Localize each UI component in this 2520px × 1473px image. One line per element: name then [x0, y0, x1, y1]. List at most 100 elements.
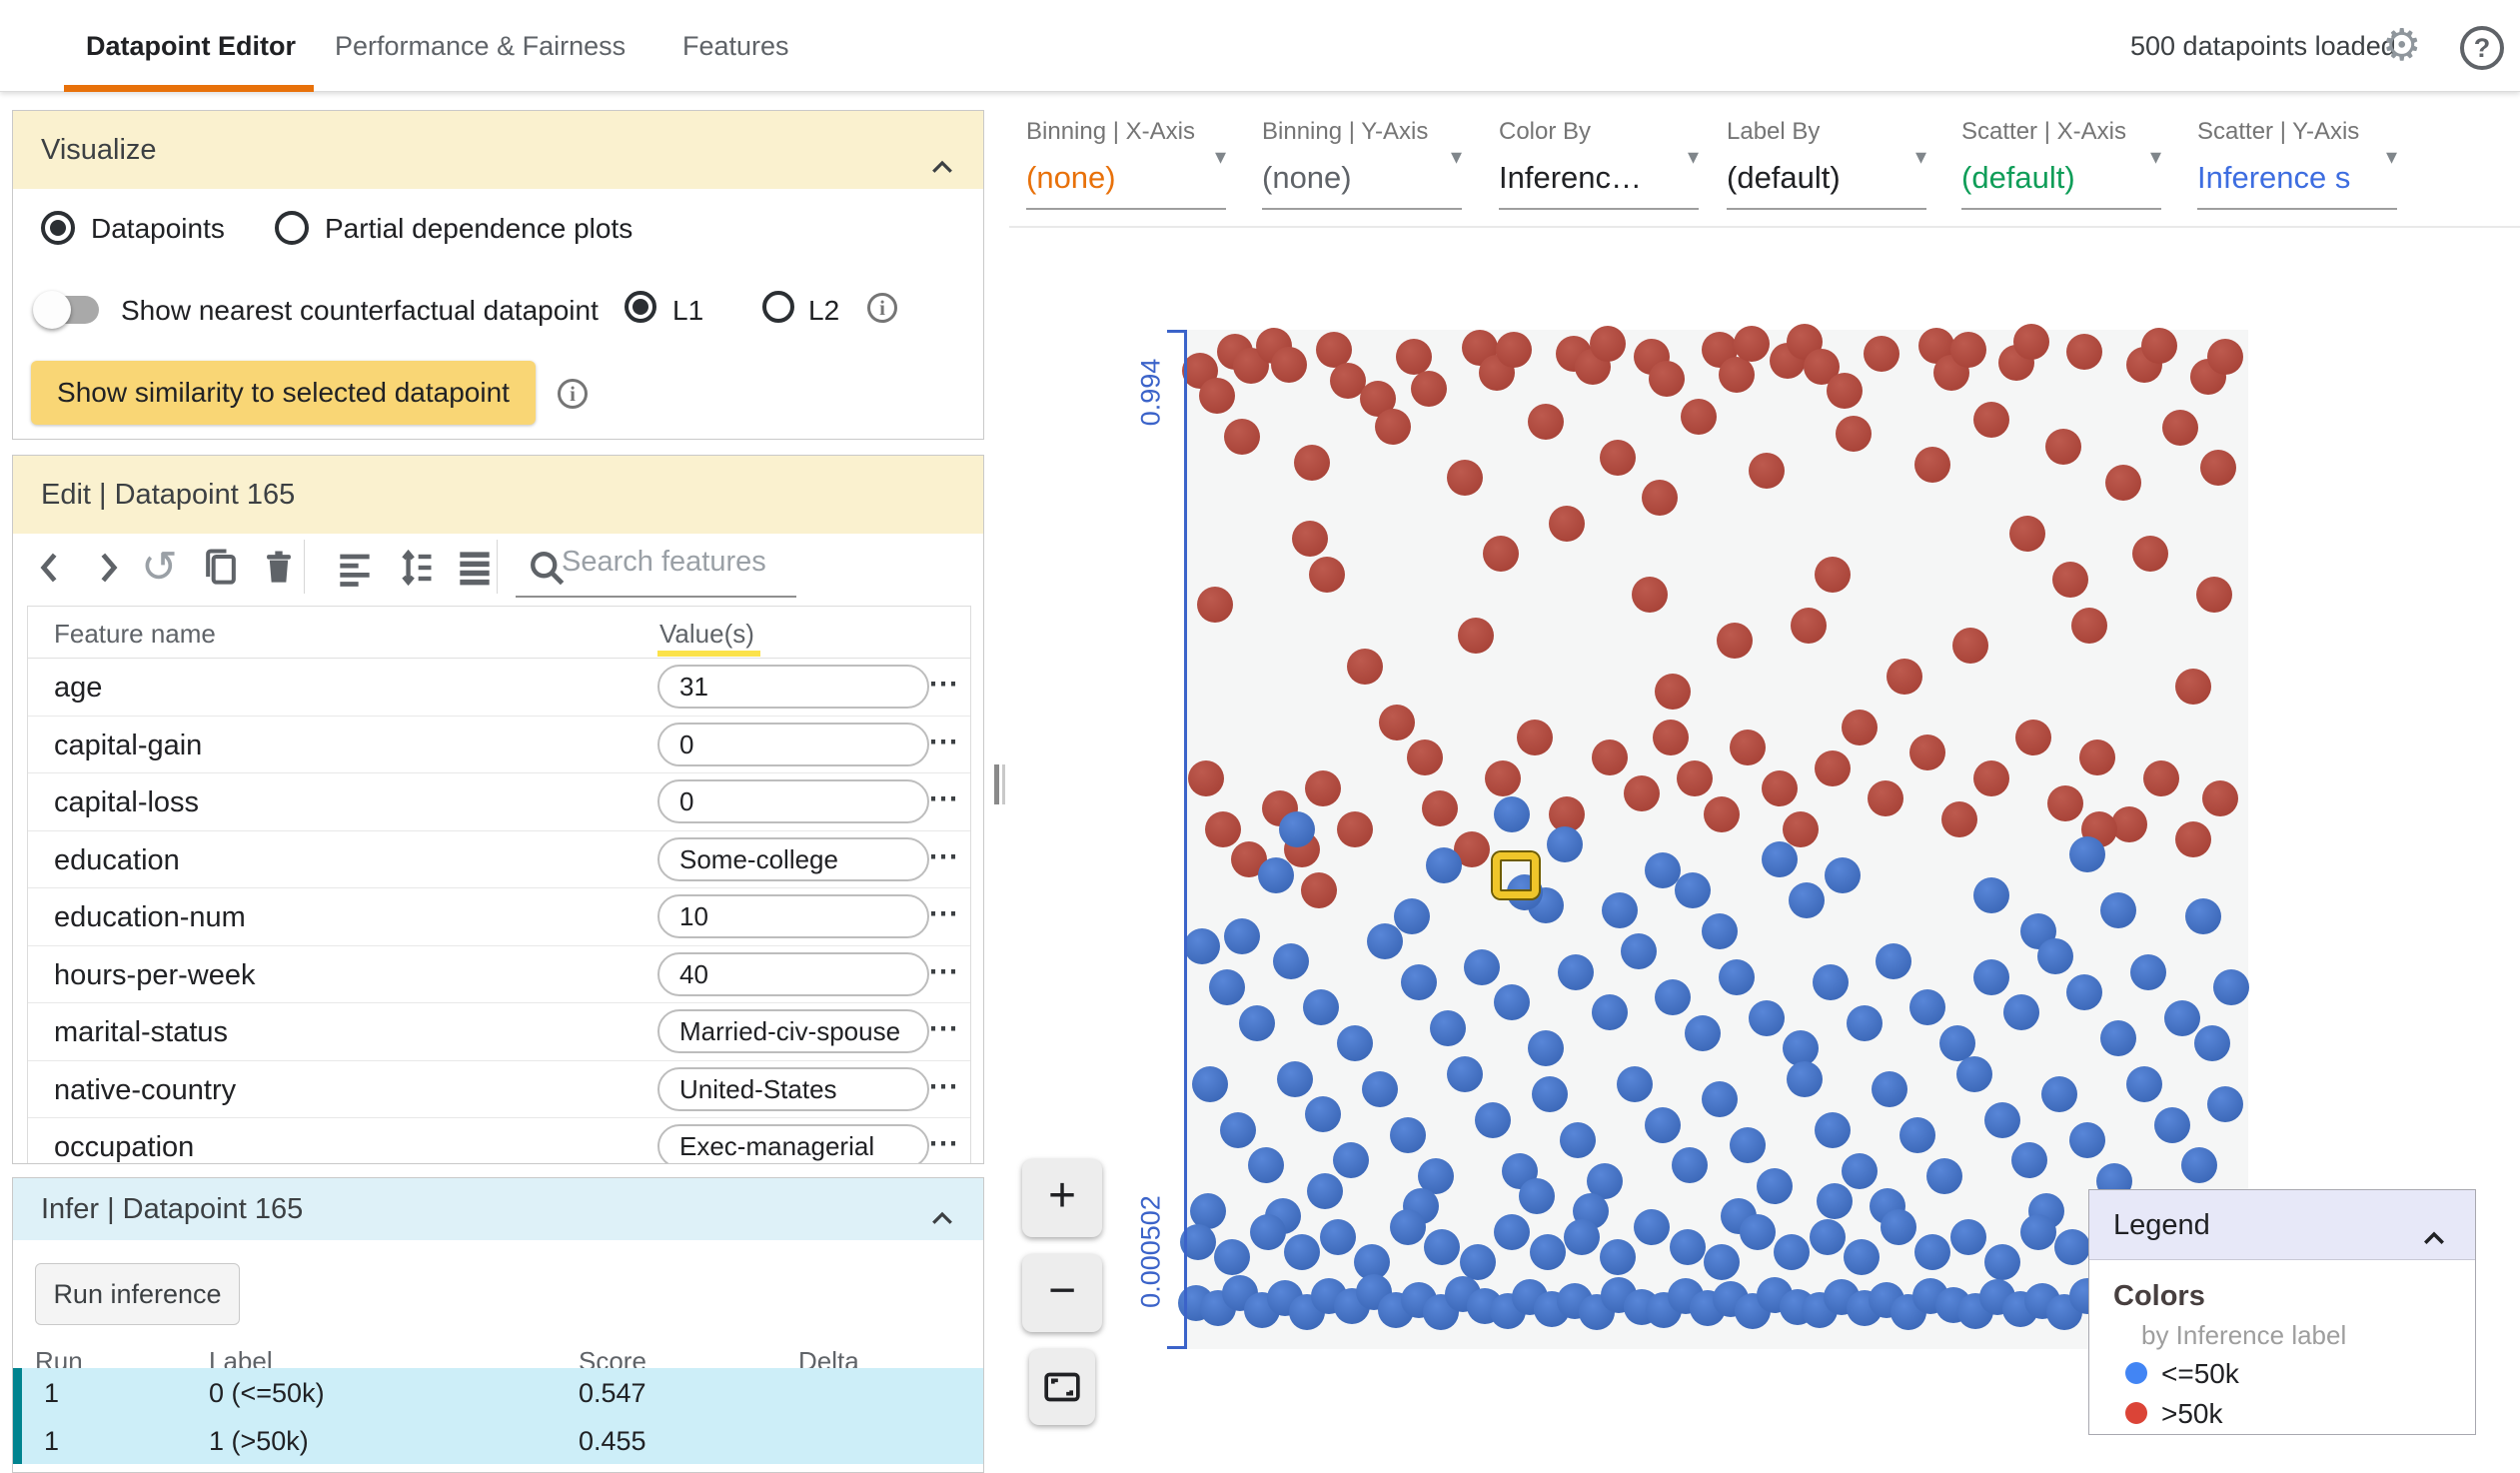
datapoint-dot-blue[interactable]	[1644, 1106, 1681, 1143]
datapoint-dot-red[interactable]	[1972, 401, 2009, 438]
datapoint-dot-blue[interactable]	[1972, 958, 2009, 995]
feature-menu-button[interactable]: ⋯	[928, 1069, 960, 1103]
datapoint-dot-blue[interactable]	[1493, 1213, 1530, 1250]
selected-datapoint-marker[interactable]	[1493, 851, 1540, 898]
collapse-chevron-icon[interactable]	[927, 135, 957, 173]
datapoint-dot-blue[interactable]	[1389, 1208, 1426, 1245]
datapoint-dot-blue[interactable]	[1493, 795, 1530, 832]
scatter-plot[interactable]	[1177, 324, 2256, 1349]
datapoint-dot-blue[interactable]	[1527, 1030, 1564, 1067]
datapoint-dot-red[interactable]	[1716, 623, 1753, 660]
datapoint-dot-blue[interactable]	[1464, 948, 1501, 985]
sort-order-icon[interactable]	[393, 546, 437, 590]
datapoint-dot-blue[interactable]	[1972, 877, 2009, 914]
datapoint-dot-blue[interactable]	[1880, 1208, 1916, 1245]
datapoint-dot-red[interactable]	[1600, 439, 1637, 476]
run-inference-button[interactable]: Run inference	[35, 1263, 240, 1325]
datapoint-dot-red[interactable]	[1196, 587, 1233, 624]
datapoint-dot-red[interactable]	[1294, 444, 1331, 481]
datapoint-dot-red[interactable]	[1782, 810, 1819, 847]
legend-header[interactable]: Legend	[2089, 1190, 2475, 1260]
datapoint-dot-blue[interactable]	[2100, 892, 2137, 929]
datapoint-dot-blue[interactable]	[1655, 979, 1692, 1016]
inference-result-row[interactable]: 1 1 (>50k) 0.455	[13, 1416, 983, 1464]
tab-features[interactable]: Features	[682, 31, 789, 61]
values-column-header[interactable]: Value(s)	[659, 619, 754, 649]
datapoint-dot-red[interactable]	[1549, 795, 1586, 832]
feature-value-input[interactable]: 31	[657, 665, 929, 709]
datapoint-dot-red[interactable]	[2111, 805, 2148, 842]
chevron-down-icon[interactable]: ▾	[2385, 144, 2397, 169]
feature-menu-button[interactable]: ⋯	[928, 1012, 960, 1045]
delete-datapoint-icon[interactable]	[257, 546, 301, 590]
feature-menu-button[interactable]: ⋯	[928, 839, 960, 873]
datapoint-dot-blue[interactable]	[2019, 1213, 2056, 1250]
datapoint-dot-red[interactable]	[1309, 556, 1346, 593]
datapoint-dot-red[interactable]	[1549, 505, 1586, 542]
datapoint-dot-red[interactable]	[1909, 735, 1946, 771]
datapoint-dot-blue[interactable]	[1844, 1239, 1881, 1276]
datapoint-dot-red[interactable]	[1411, 371, 1448, 408]
datapoint-dot-red[interactable]	[1863, 336, 1899, 373]
datapoint-dot-blue[interactable]	[1702, 912, 1739, 949]
datapoint-dot-red[interactable]	[1913, 446, 1950, 483]
datapoint-dot-blue[interactable]	[2185, 897, 2222, 934]
datapoint-dot-red[interactable]	[2051, 561, 2088, 598]
datapoint-dot-blue[interactable]	[1273, 943, 1310, 980]
dropdown-value[interactable]: (none)	[1262, 160, 1352, 195]
datapoint-dot-red[interactable]	[1406, 739, 1443, 776]
datapoint-dot-blue[interactable]	[1279, 810, 1316, 847]
visualize-header[interactable]: Visualize	[13, 111, 983, 189]
datapoint-dot-blue[interactable]	[2068, 836, 2105, 873]
tab-performance-fairness[interactable]: Performance & Fairness	[335, 31, 627, 61]
datapoint-dot-red[interactable]	[1641, 480, 1678, 517]
datapoint-dot-blue[interactable]	[1719, 958, 1756, 995]
datapoint-dot-blue[interactable]	[1459, 1244, 1496, 1281]
dropdown-label-by[interactable]: Label By (default) ▾	[1727, 118, 1926, 210]
datapoint-dot-blue[interactable]	[2164, 999, 2201, 1036]
datapoint-dot-blue[interactable]	[2011, 1142, 2048, 1179]
datapoint-dot-red[interactable]	[1653, 720, 1690, 755]
datapoint-dot-red[interactable]	[2013, 324, 2050, 361]
datapoint-dot-red[interactable]	[1300, 872, 1337, 908]
datapoint-dot-blue[interactable]	[1814, 1111, 1851, 1148]
datapoint-dot-red[interactable]	[2162, 409, 2199, 446]
datapoint-dot-red[interactable]	[2047, 785, 2084, 822]
datapoint-dot-blue[interactable]	[1559, 1121, 1596, 1158]
datapoint-dot-blue[interactable]	[1740, 1213, 1777, 1250]
datapoint-dot-red[interactable]	[1188, 759, 1225, 796]
feature-value-input[interactable]: Married-civ-spouse	[657, 1009, 929, 1053]
datapoint-dot-blue[interactable]	[1670, 1229, 1707, 1265]
datapoint-dot-blue[interactable]	[1787, 1060, 1824, 1097]
next-datapoint-icon[interactable]	[85, 546, 129, 590]
datapoint-dot-red[interactable]	[2066, 334, 2103, 371]
zoom-in-button[interactable]: +	[1022, 1159, 1102, 1237]
datapoint-dot-blue[interactable]	[1774, 1234, 1811, 1271]
datapoint-dot-blue[interactable]	[1389, 1116, 1426, 1153]
datapoint-dot-blue[interactable]	[1842, 1152, 1879, 1189]
inference-result-row[interactable]: 1 0 (<=50k) 0.547	[13, 1368, 983, 1416]
feature-value-input[interactable]: 0	[657, 722, 929, 766]
datapoint-dot-red[interactable]	[1457, 618, 1494, 654]
datapoint-dot-blue[interactable]	[1704, 1244, 1741, 1281]
feature-menu-button[interactable]: ⋯	[928, 782, 960, 815]
datapoint-dot-blue[interactable]	[2181, 1147, 2218, 1184]
datapoint-dot-blue[interactable]	[2153, 1106, 2190, 1143]
zoom-out-button[interactable]: −	[1022, 1254, 1102, 1332]
datapoint-dot-blue[interactable]	[1336, 1025, 1373, 1061]
duplicate-datapoint-icon[interactable]	[199, 546, 243, 590]
feature-value-input[interactable]: 0	[657, 779, 929, 823]
datapoint-dot-red[interactable]	[2202, 780, 2239, 817]
datapoint-dot-red[interactable]	[2045, 429, 2082, 466]
datapoint-dot-blue[interactable]	[1685, 1014, 1722, 1051]
feature-menu-button[interactable]: ⋯	[928, 725, 960, 758]
datapoint-dot-red[interactable]	[1336, 810, 1373, 847]
datapoint-dot-red[interactable]	[2196, 577, 2233, 614]
datapoint-dot-blue[interactable]	[1587, 1162, 1624, 1199]
datapoint-dot-blue[interactable]	[1564, 1218, 1601, 1255]
datapoint-dot-red[interactable]	[1649, 360, 1686, 397]
datapoint-dot-red[interactable]	[2142, 759, 2179, 796]
datapoint-dot-blue[interactable]	[2036, 938, 2073, 975]
chevron-down-icon[interactable]: ▾	[2149, 144, 2161, 169]
info-icon[interactable]: i	[558, 379, 588, 409]
